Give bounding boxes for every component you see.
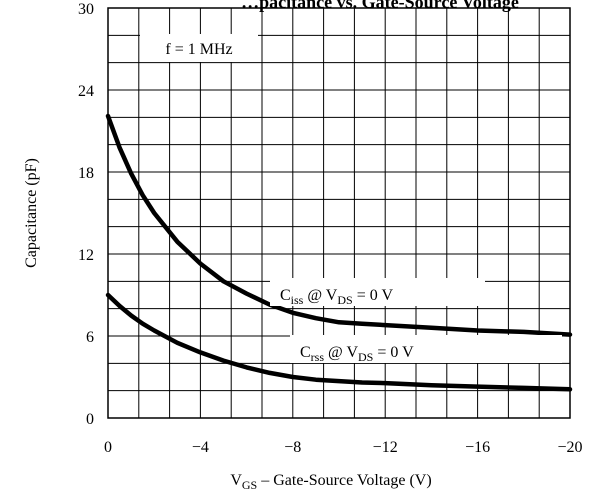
x-axis-title-sub: GS: [242, 478, 257, 492]
x-tick-label: −8: [284, 439, 301, 456]
x-axis-title-main: V: [230, 472, 242, 489]
y-tick-label: 30: [78, 1, 94, 18]
series-line-rss: [105, 292, 573, 392]
y-tick-label: 12: [78, 247, 94, 264]
plot-frame: [107, 7, 571, 419]
y-axis-title: Capacitance (pF): [23, 158, 40, 268]
y-tick-label: 24: [78, 83, 94, 100]
series-label-rss: Crss @ VDS = 0 V: [300, 344, 414, 364]
x-axis-title-rest: – Gate-Source Voltage (V): [257, 472, 431, 489]
x-tick-label: −12: [373, 439, 398, 456]
series-label-box: [290, 335, 562, 363]
series-label-box: [270, 278, 485, 306]
frequency-annotation-text: f = 1 MHz: [165, 41, 232, 58]
series-layer: Ciss @ VDS = 0 V Crss @ VDS = 0 V: [105, 113, 573, 392]
frequency-annotation-box: [140, 34, 258, 62]
chart-title: …pacitance vs. Gate-Source Voltage: [241, 0, 519, 12]
x-axis-title: VGS – Gate-Source Voltage (V): [230, 472, 431, 492]
x-tick-label: 0: [104, 439, 112, 456]
x-tick-label: −4: [192, 439, 209, 456]
y-tick-label: 6: [86, 329, 94, 346]
labels-layer: 0 −4 −8 −12 −16 −20 0 6 12 18 24 30: [78, 1, 583, 456]
series-label-iss: Ciss @ VDS = 0 V: [280, 287, 393, 307]
x-tick-label: −16: [465, 439, 490, 456]
x-tick-label: −20: [557, 439, 582, 456]
frequency-annotation: f = 1 MHz: [140, 34, 258, 62]
series-line-iss: [105, 113, 573, 337]
y-tick-label: 18: [78, 165, 94, 182]
y-tick-label: 0: [86, 411, 94, 428]
